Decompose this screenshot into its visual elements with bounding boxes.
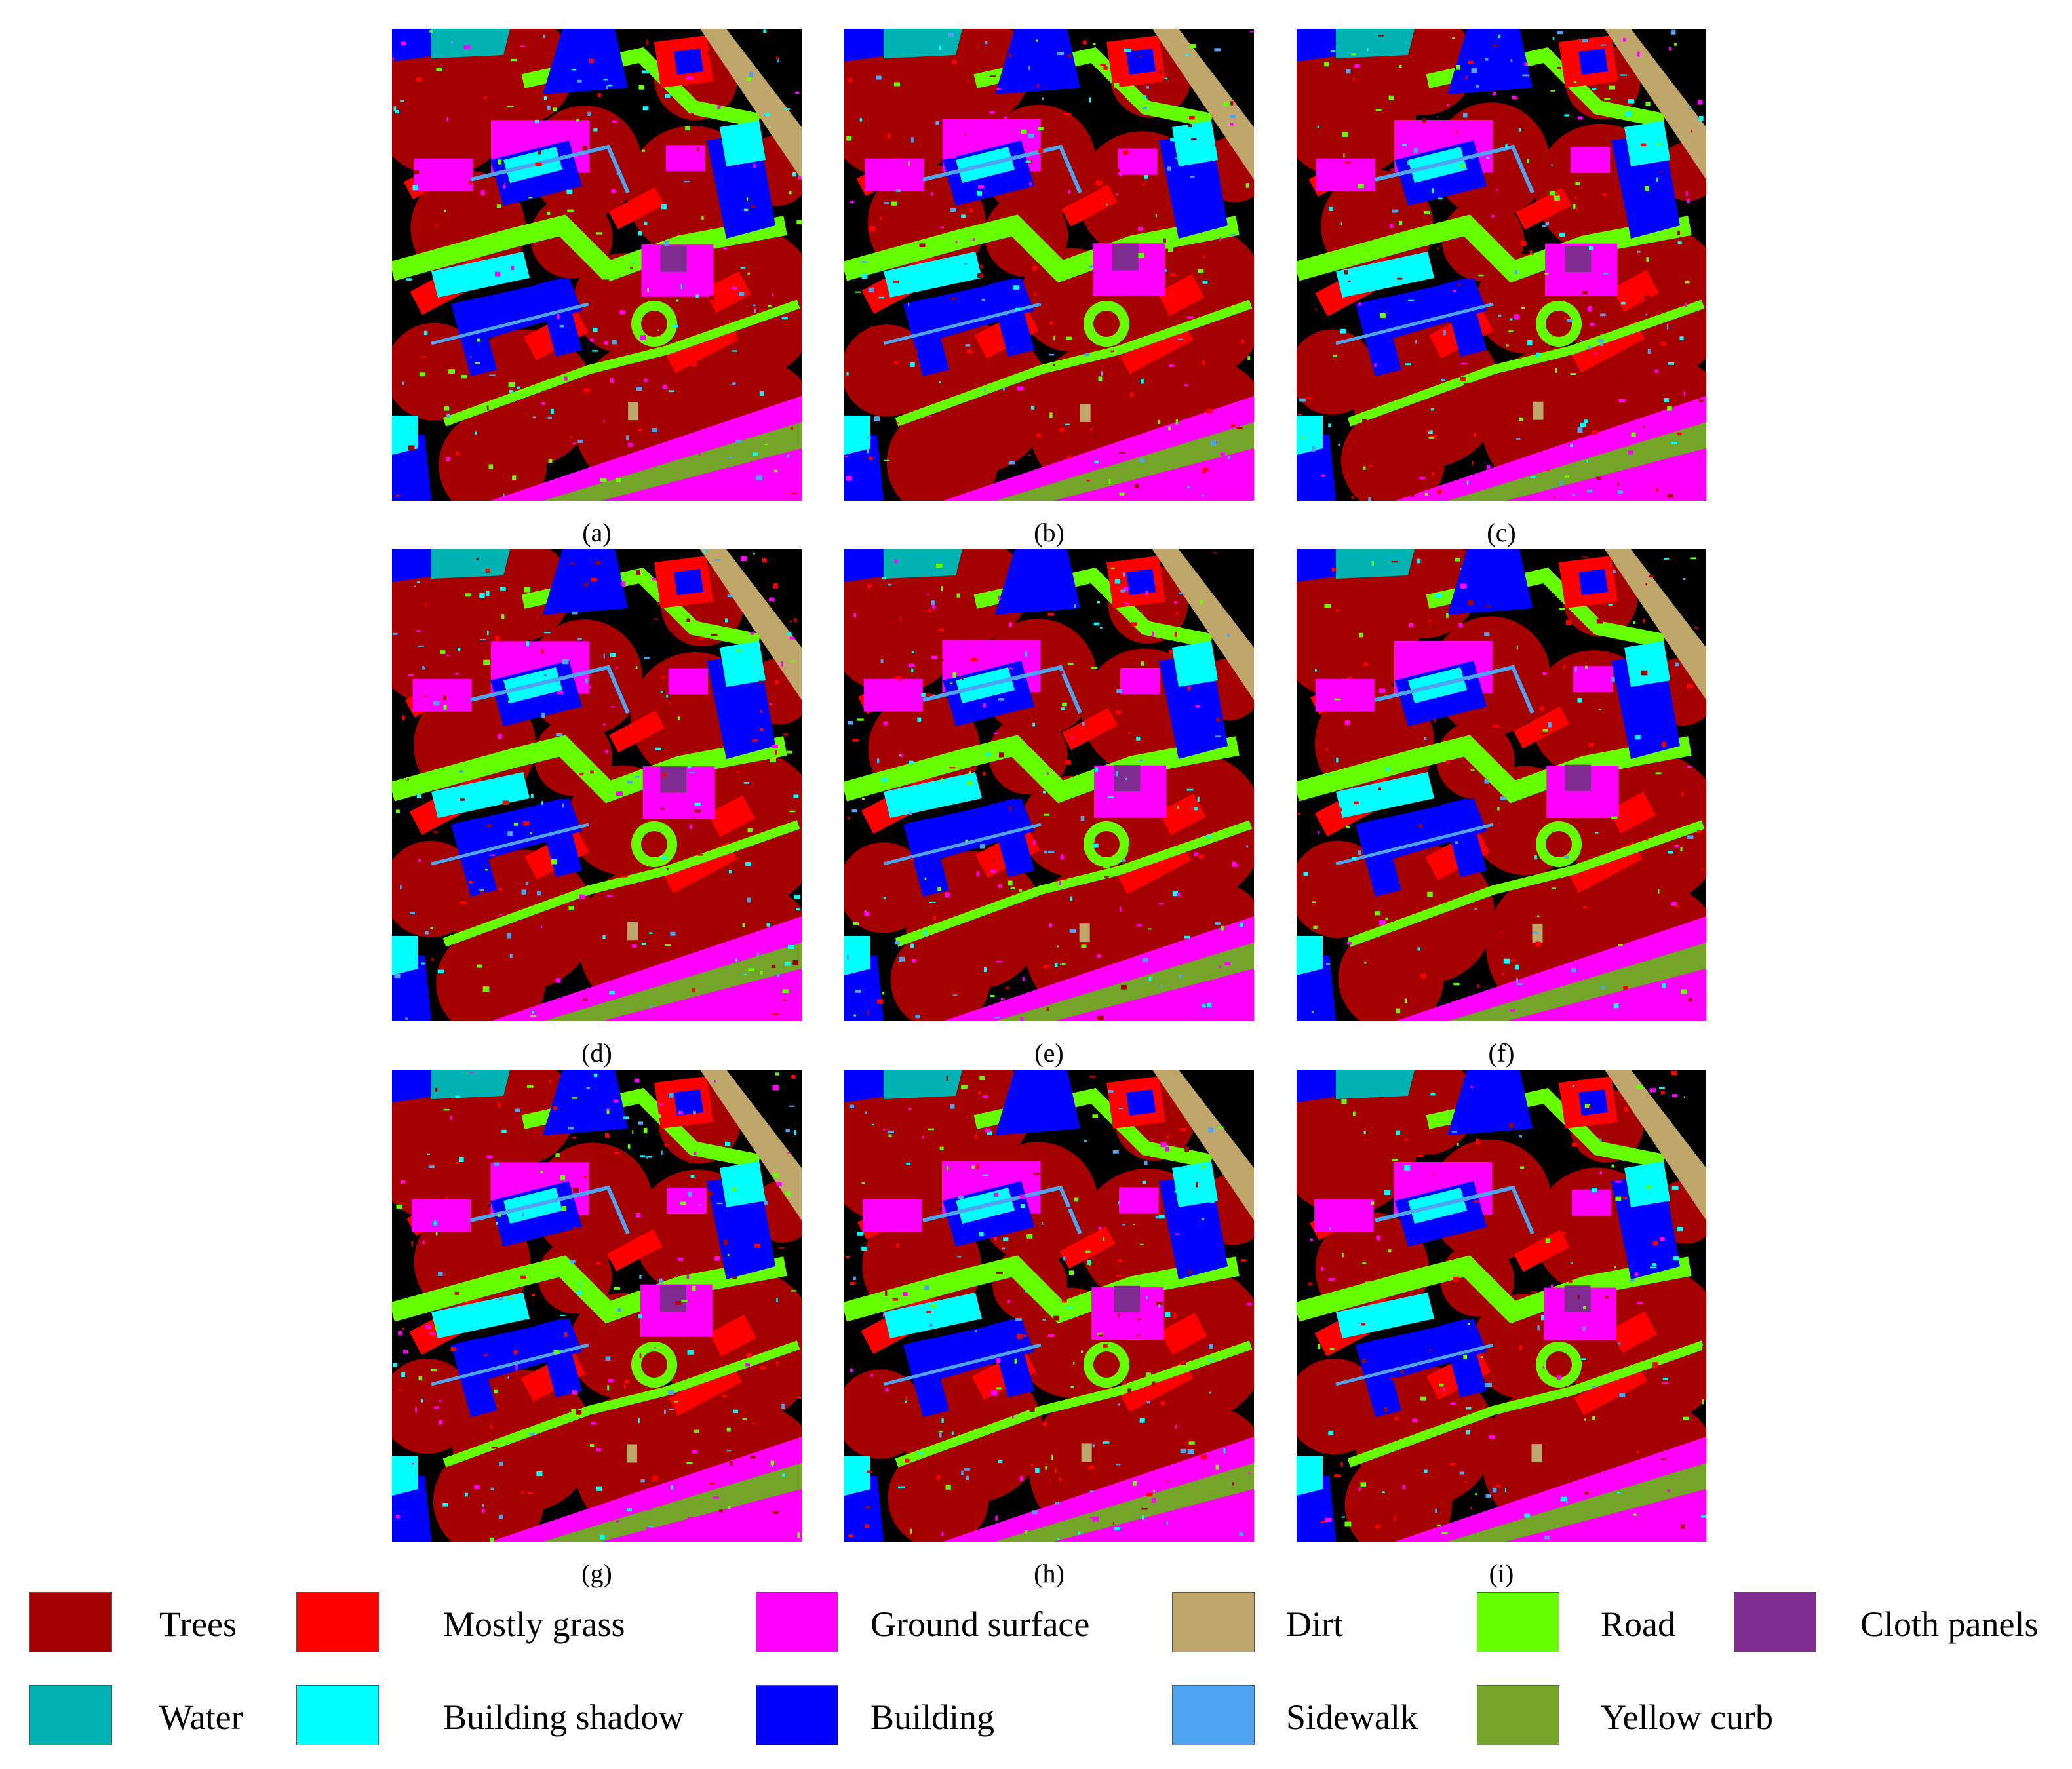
legend-swatch-mostly-grass xyxy=(296,1592,379,1652)
classification-map-image xyxy=(392,1070,802,1542)
legend-label-building: Building xyxy=(870,1698,995,1737)
panel-caption-e: (e) xyxy=(1034,1038,1064,1068)
panel-caption-i: (i) xyxy=(1489,1559,1514,1588)
legend-label-cloth-panels: Cloth panels xyxy=(1860,1604,2039,1644)
legend-label-sidewalk: Sidewalk xyxy=(1286,1698,1418,1737)
panel-a: (a) xyxy=(392,29,802,547)
legend-swatch-trees xyxy=(29,1592,112,1652)
classification-map-b xyxy=(844,29,1254,501)
panel-c: (c) xyxy=(1297,29,1706,547)
classification-map-g xyxy=(392,1070,802,1542)
classification-map-image xyxy=(844,1070,1254,1542)
classification-map-a xyxy=(392,29,802,501)
classification-map-f xyxy=(1297,549,1706,1021)
panel-caption-c: (c) xyxy=(1487,518,1516,547)
legend-label-trees: Trees xyxy=(159,1604,237,1644)
legend-label-road: Road xyxy=(1601,1604,1675,1644)
classification-map-image xyxy=(1297,29,1706,501)
classification-map-image xyxy=(844,549,1254,1021)
classification-map-e xyxy=(844,549,1254,1021)
legend-swatch-water xyxy=(29,1685,112,1745)
panel-i: (i) xyxy=(1297,1070,1706,1588)
panel-caption-d: (d) xyxy=(581,1038,612,1068)
legend-label-yellow-curb: Yellow curb xyxy=(1601,1698,1774,1737)
legend-swatch-cloth-panels xyxy=(1734,1592,1816,1652)
classification-map-image xyxy=(392,29,802,501)
legend-label-mostly-grass: Mostly grass xyxy=(443,1604,625,1644)
panel-caption-h: (h) xyxy=(1034,1559,1065,1588)
legend-label-water: Water xyxy=(159,1698,243,1737)
legend-swatch-ground-surface xyxy=(756,1592,838,1652)
panel-e: (e) xyxy=(844,549,1254,1068)
legend-swatch-yellow-curb xyxy=(1477,1685,1559,1745)
legend-label-dirt: Dirt xyxy=(1286,1604,1343,1644)
panel-caption-b: (b) xyxy=(1034,518,1065,547)
classification-map-image xyxy=(392,549,802,1021)
panel-caption-f: (f) xyxy=(1488,1038,1515,1068)
legend-swatch-sidewalk xyxy=(1172,1685,1255,1745)
classification-map-image xyxy=(1297,1070,1706,1542)
classification-map-h xyxy=(844,1070,1254,1542)
classification-map-i xyxy=(1297,1070,1706,1542)
panel-g: (g) xyxy=(392,1070,802,1588)
classification-map-d xyxy=(392,549,802,1021)
classification-map-image xyxy=(1297,549,1706,1021)
legend-swatch-building-shadow xyxy=(296,1685,379,1745)
classification-map-image xyxy=(844,29,1254,501)
legend-label-ground-surface: Ground surface xyxy=(870,1604,1090,1644)
panel-caption-a: (a) xyxy=(582,518,612,547)
panel-f: (f) xyxy=(1297,549,1706,1068)
panel-d: (d) xyxy=(392,549,802,1068)
legend-swatch-building xyxy=(756,1685,838,1745)
legend-swatch-road xyxy=(1477,1592,1559,1652)
panel-b: (b) xyxy=(844,29,1254,547)
panel-h: (h) xyxy=(844,1070,1254,1588)
legend-label-building-shadow: Building shadow xyxy=(443,1698,684,1737)
legend-swatch-dirt xyxy=(1172,1592,1255,1652)
panel-caption-g: (g) xyxy=(581,1559,612,1588)
classification-map-c xyxy=(1297,29,1706,501)
